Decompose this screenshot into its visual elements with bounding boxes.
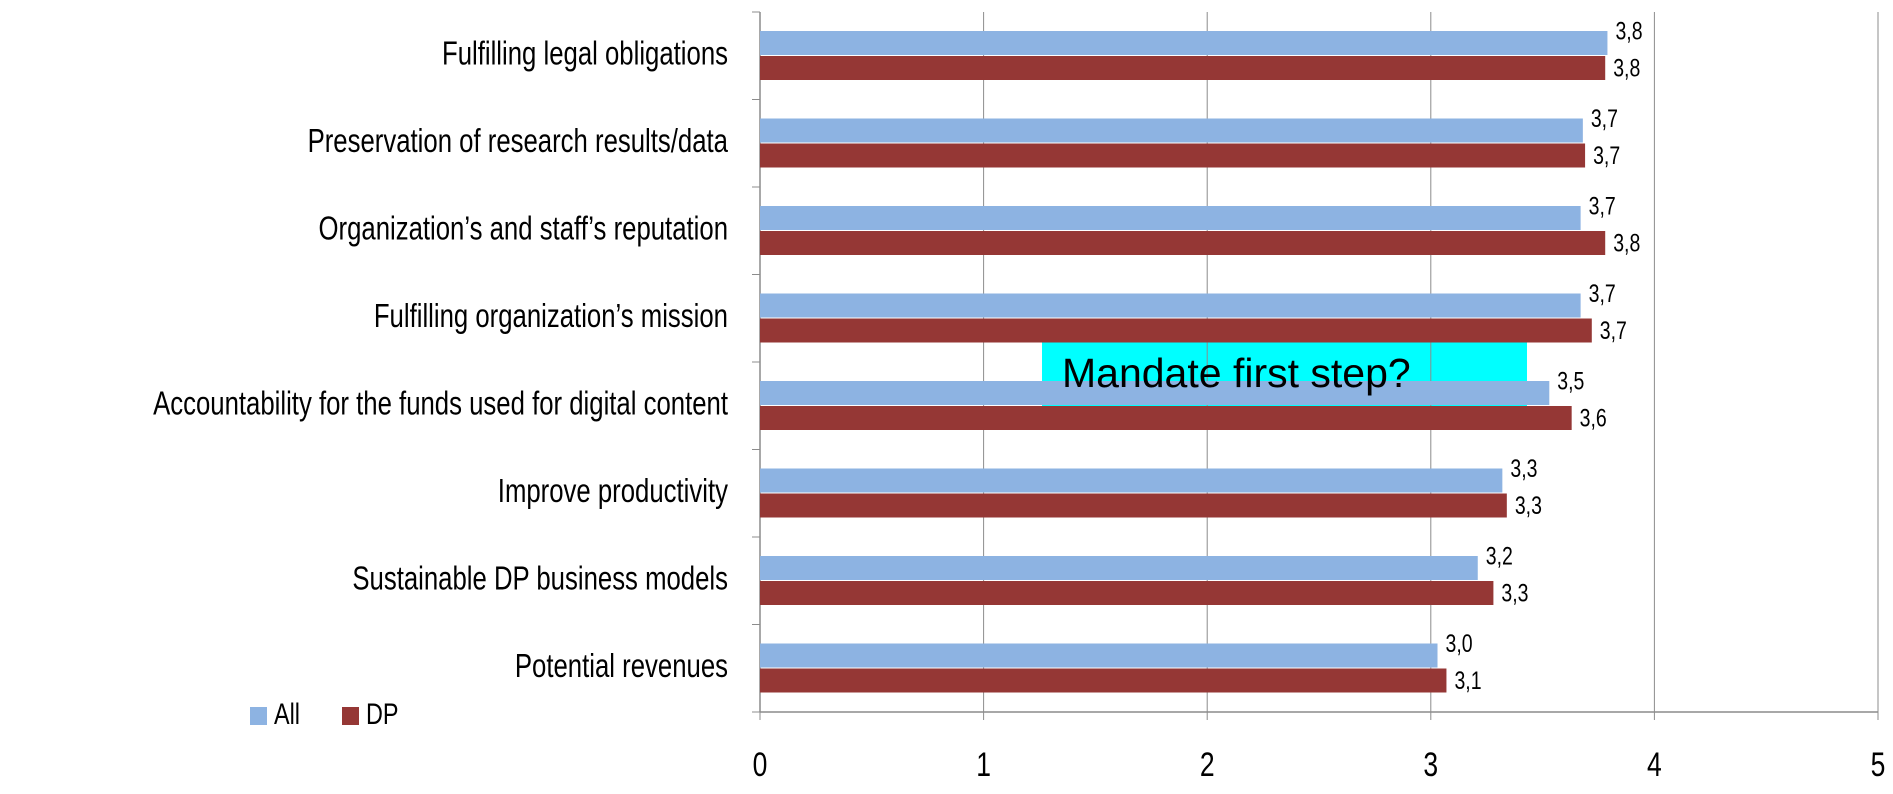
- bar: [760, 118, 1583, 143]
- bar: [760, 493, 1507, 518]
- bar: [760, 581, 1494, 605]
- y-tick-label: Preservation of research results/data: [308, 123, 729, 160]
- data-label: 3,8: [1615, 17, 1642, 45]
- y-tick-label: Organization’s and staff’s reputation: [318, 211, 728, 248]
- bar: [760, 293, 1581, 318]
- y-tick-label: Accountability for the funds used for di…: [153, 386, 728, 423]
- data-label: 3,8: [1613, 54, 1640, 82]
- x-tick-label: 5: [1871, 746, 1886, 784]
- y-tick-label: Fulfilling legal obligations: [442, 36, 728, 73]
- data-label: 3,5: [1557, 367, 1584, 395]
- data-label: 3,1: [1454, 667, 1481, 695]
- annotation: Mandate first step?: [1062, 350, 1411, 396]
- y-tick-label: Sustainable DP business models: [352, 561, 728, 598]
- legend-label: DP: [366, 697, 398, 730]
- x-tick-label: 1: [976, 746, 991, 784]
- x-tick-label: 0: [753, 746, 768, 784]
- x-tick-label: 4: [1647, 746, 1662, 784]
- data-label: 3,7: [1593, 142, 1620, 170]
- legend-swatch: [250, 707, 267, 725]
- bar: [760, 143, 1586, 168]
- data-label: 3,7: [1589, 280, 1616, 308]
- data-label: 3,8: [1613, 229, 1640, 257]
- data-label: 3,7: [1591, 105, 1618, 133]
- bar: [760, 31, 1608, 55]
- data-label: 3,2: [1486, 542, 1513, 570]
- bar: [760, 206, 1581, 230]
- data-label: 3,7: [1589, 192, 1616, 220]
- bar: [760, 318, 1592, 343]
- bar: [760, 56, 1606, 80]
- x-tick-label: 3: [1423, 746, 1438, 784]
- data-label: 3,3: [1515, 492, 1542, 520]
- data-label: 3,0: [1446, 630, 1473, 658]
- data-label: 3,7: [1600, 317, 1627, 345]
- bar: [760, 643, 1438, 668]
- x-tick-label: 2: [1200, 746, 1215, 784]
- bar: [760, 668, 1447, 693]
- legend-label: All: [274, 697, 300, 730]
- y-tick-label: Improve productivity: [498, 473, 728, 510]
- legend-swatch: [342, 707, 359, 725]
- bar: [760, 468, 1503, 493]
- data-label: 3,3: [1501, 579, 1528, 607]
- y-tick-label: Potential revenues: [515, 648, 728, 685]
- data-label: 3,6: [1580, 404, 1607, 432]
- bar: [760, 406, 1572, 430]
- bar: [760, 381, 1550, 405]
- bar: [760, 556, 1478, 580]
- y-tick-label: Fulfilling organization’s mission: [374, 298, 728, 335]
- bar: [760, 231, 1606, 255]
- data-label: 3,3: [1510, 455, 1537, 483]
